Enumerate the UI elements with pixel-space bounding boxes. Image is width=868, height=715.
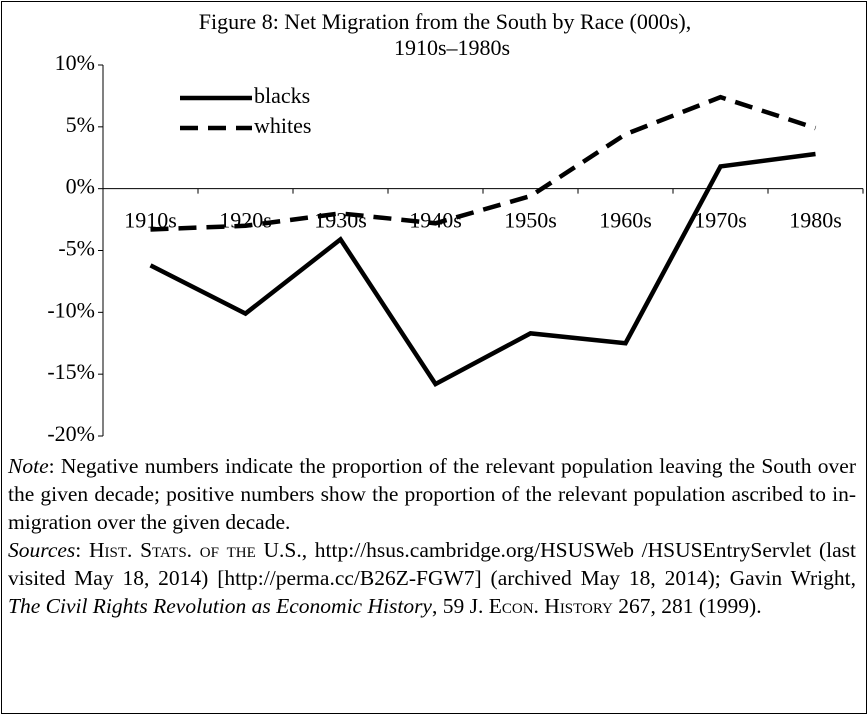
x-tick-label: 1930s (314, 208, 367, 233)
line-series (149, 151, 816, 388)
legend-label: whites (254, 113, 311, 138)
note: Note: Negative numbers indicate the prop… (8, 452, 856, 536)
x-tick-label: 1950s (504, 208, 557, 233)
x-tick-label: 1980s (789, 208, 842, 233)
y-tick-label: -20% (47, 421, 95, 446)
sources-text: Econ. History (488, 594, 613, 618)
sources-text: : (75, 538, 89, 562)
x-tick-label: 1920s (219, 208, 272, 233)
sources-text: , http://hsus.cambridge.org/HSUSWeb /HSU… (8, 538, 856, 590)
y-tick-label: -5% (58, 236, 95, 261)
y-tick-label: 10% (55, 50, 95, 75)
notes: Note: Negative numbers indicate the prop… (8, 452, 856, 620)
y-tick-label: -10% (47, 297, 95, 322)
sources-text: The Civil Rights Revolution as Economic … (8, 594, 432, 618)
y-tick-label: 0% (66, 174, 95, 199)
chart-title: 1910s–1980s (394, 35, 510, 60)
sources-text: Hist. Stats. of the U.S. (88, 538, 302, 562)
x-tick-label: 1970s (694, 208, 747, 233)
x-tick-label: 1960s (599, 208, 652, 233)
note-label: Note (8, 454, 49, 478)
sources-label: Sources (8, 538, 76, 562)
sources-text: , 59 J. (431, 594, 489, 618)
note-text: : Negative numbers indicate the proporti… (8, 454, 856, 534)
y-tick-label: 5% (66, 112, 95, 137)
sources-text: 267, 281 (1999). (612, 594, 762, 618)
y-tick-label: -15% (47, 359, 95, 384)
sources: Sources: Hist. Stats. of the U.S., http:… (8, 536, 856, 620)
legend-label: blacks (254, 83, 310, 108)
chart-title: Figure 8: Net Migration from the South b… (199, 9, 691, 34)
